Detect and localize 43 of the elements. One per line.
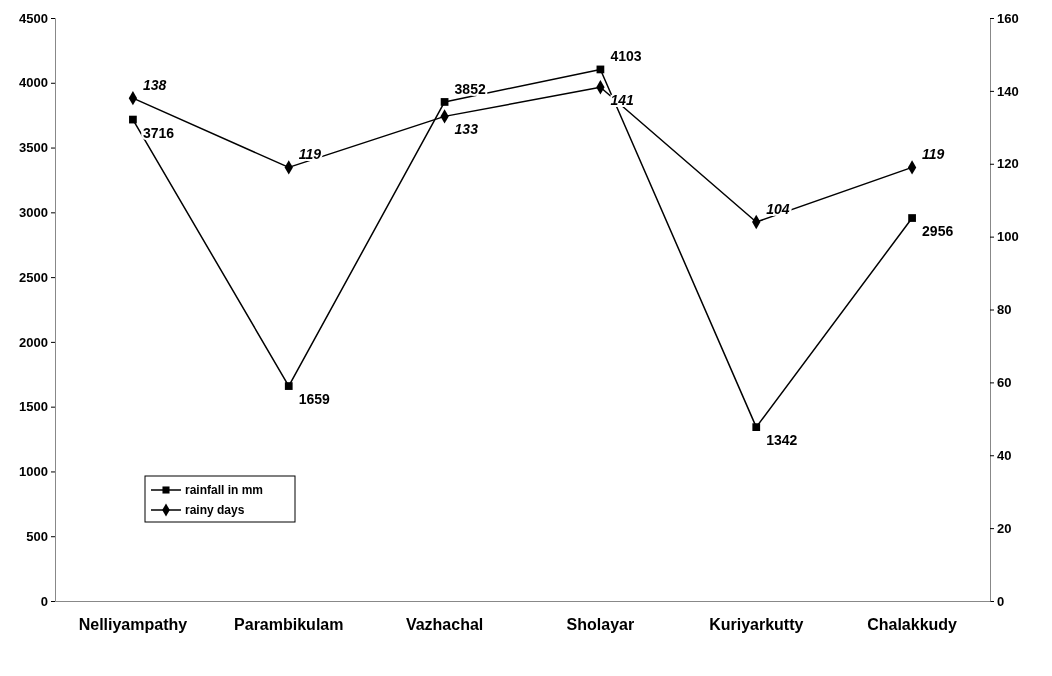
y2-tick-label: 60 xyxy=(997,375,1012,391)
data-label: 2956 xyxy=(922,223,954,240)
point xyxy=(284,382,293,390)
point xyxy=(908,214,916,222)
y-tick-label: 3000 xyxy=(19,204,48,220)
y2-tick-label: 80 xyxy=(997,302,1012,318)
y2-tick-label: 0 xyxy=(997,593,1005,609)
point xyxy=(752,423,761,432)
y-tick-label: 3500 xyxy=(19,140,48,156)
y2-tick-label: 20 xyxy=(997,520,1012,536)
y-tick-label: 2000 xyxy=(19,334,48,350)
y-tick-label: 1000 xyxy=(19,464,48,480)
data-label: 138 xyxy=(142,77,167,94)
data-label: 3716 xyxy=(142,124,175,141)
data-label: 1342 xyxy=(766,432,798,449)
y-tick-label: 4500 xyxy=(19,10,48,26)
y2-tick-label: 40 xyxy=(997,447,1012,463)
x-tick-label: Parambikulam xyxy=(234,615,344,633)
data-label: 1659 xyxy=(298,391,331,408)
x-tick-label: Nelliyampathy xyxy=(78,615,188,633)
x-tick-label: Vazhachal xyxy=(405,615,484,633)
y2-tick-label: 140 xyxy=(997,83,1019,99)
legend-label: rainy days xyxy=(185,503,245,517)
y2-tick-label: 100 xyxy=(997,229,1019,245)
data-label: 133 xyxy=(454,121,479,138)
data-label: 119 xyxy=(922,146,945,163)
y-tick-label: 0 xyxy=(40,593,48,609)
y2-tick-label: 120 xyxy=(997,156,1019,172)
y-tick-label: 1500 xyxy=(19,399,48,415)
y-tick-label: 500 xyxy=(26,528,48,544)
y2-tick-label: 160 xyxy=(997,10,1019,26)
data-label: 3852 xyxy=(454,80,486,97)
y-tick-label: 2500 xyxy=(19,269,48,285)
point xyxy=(129,115,137,124)
data-label: 4103 xyxy=(610,48,642,65)
x-tick-label: Sholayar xyxy=(566,615,635,633)
data-label: 104 xyxy=(766,201,790,218)
data-label: 119 xyxy=(298,146,322,163)
point xyxy=(440,98,449,106)
x-tick-label: Kuriyarkutty xyxy=(709,615,804,633)
y-tick-label: 4000 xyxy=(19,75,48,91)
legend-label: rainfall in mm xyxy=(185,483,264,497)
x-tick-label: Chalakkudy xyxy=(867,615,958,633)
